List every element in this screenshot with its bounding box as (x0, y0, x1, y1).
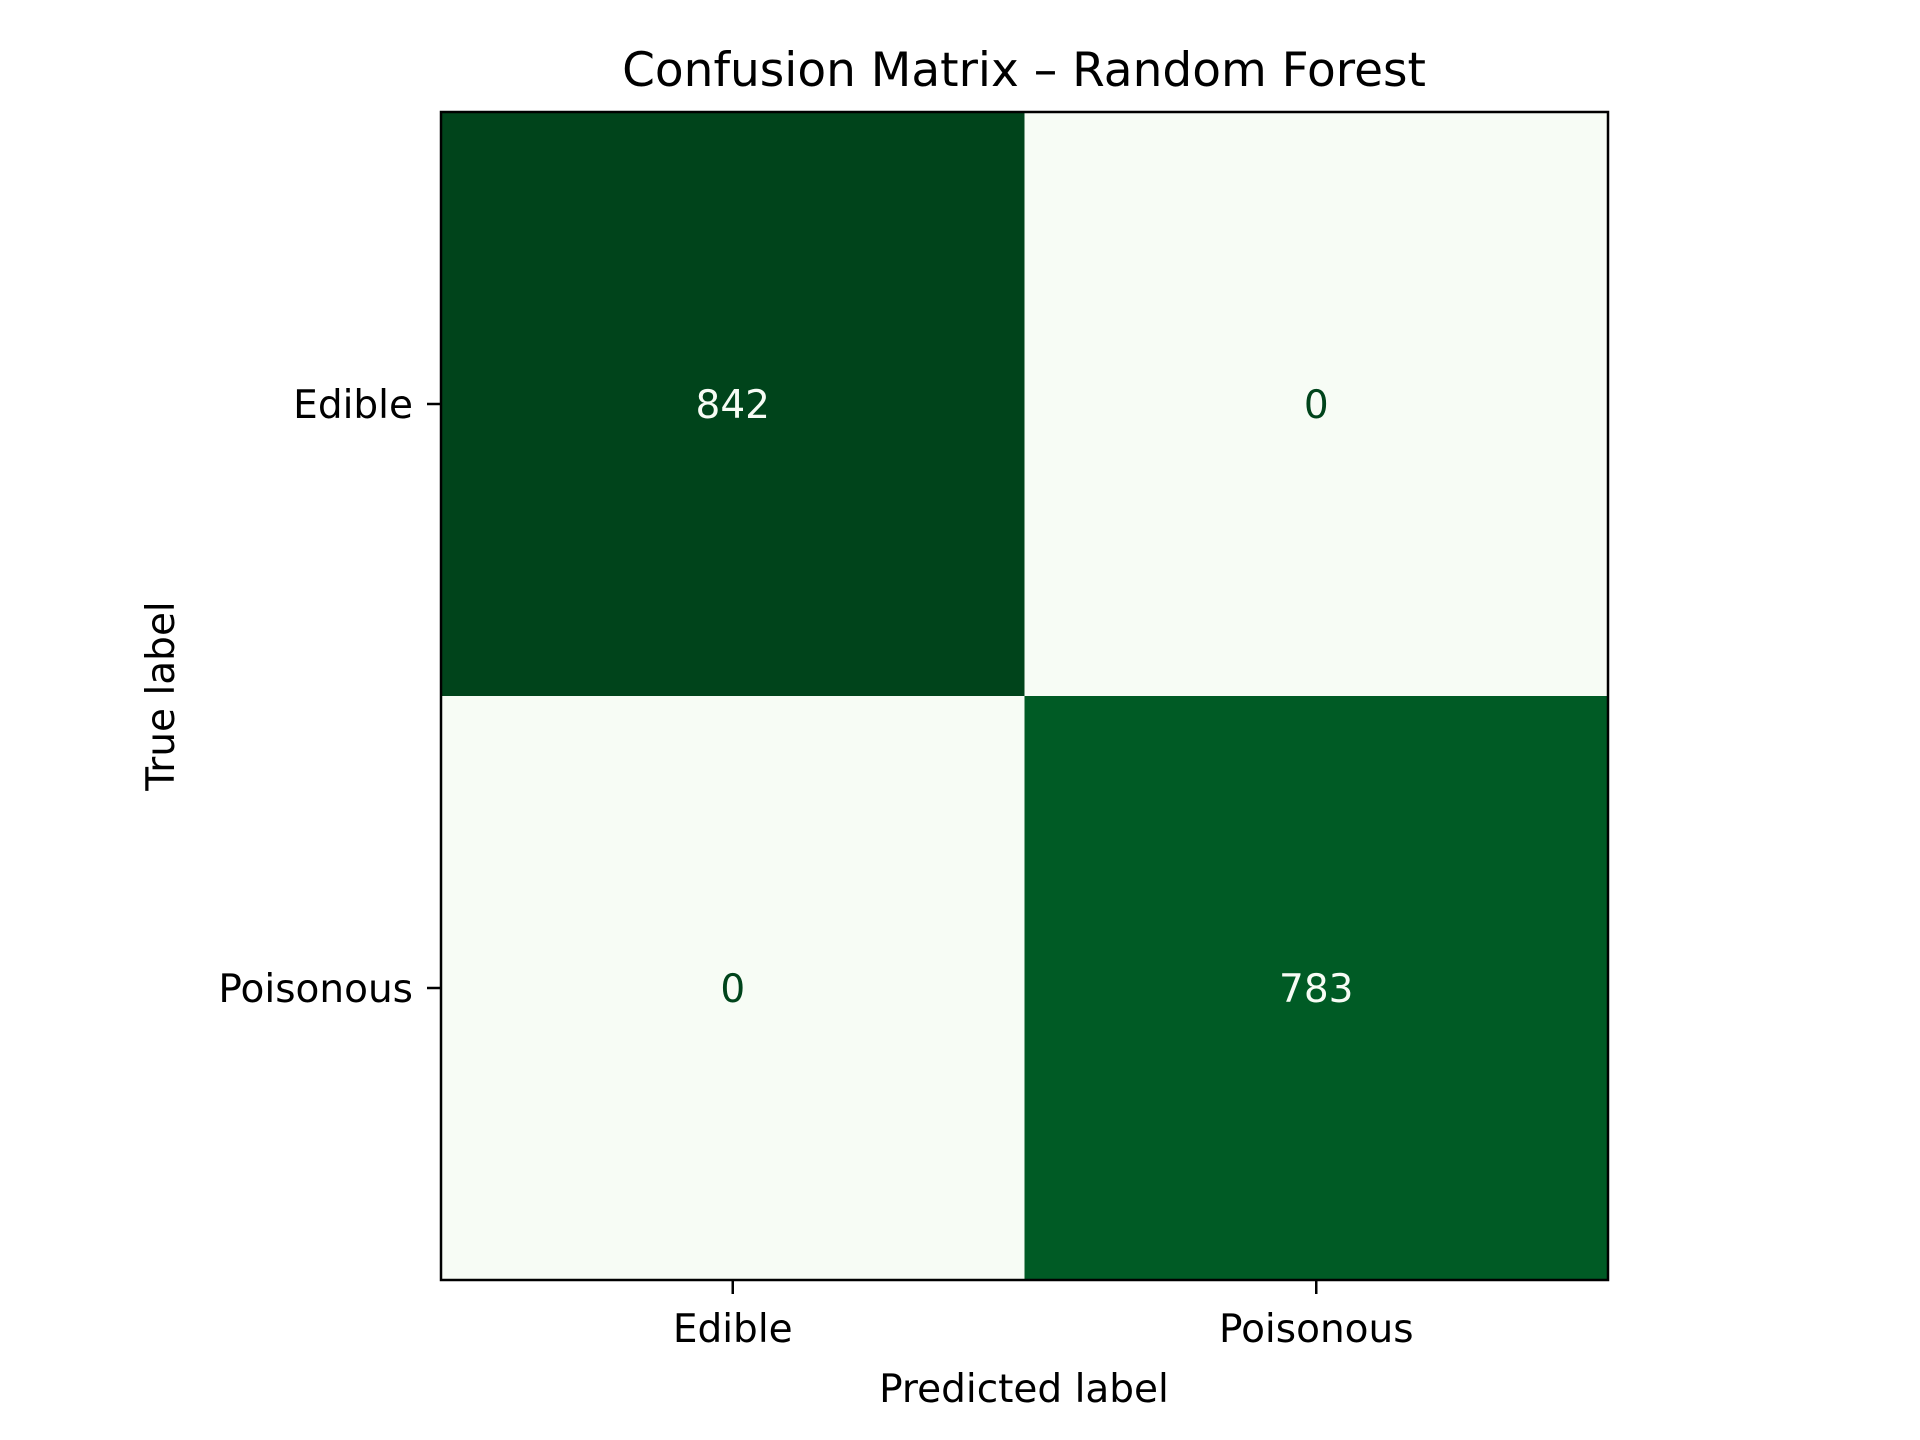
plot-frame (439, 110, 1610, 1282)
cell-value-label-1-1: 783 (1279, 967, 1353, 1012)
heatmap-cell-0-1 (1024, 112, 1609, 697)
y-tick-label-1: Poisonous (218, 967, 413, 1012)
cell-value-label-1-0: 0 (720, 967, 745, 1012)
chart-title: Confusion Matrix – Random Forest (622, 43, 1426, 98)
x-axis-ticks: Edible Poisonous (673, 1280, 1414, 1352)
y-axis-ticks: Edible Poisonous (218, 383, 441, 1012)
cell-value-label-0-1: 0 (1304, 383, 1329, 428)
heatmap-cell-1-1 (1024, 696, 1609, 1281)
heatmap-cell-1-0 (441, 696, 1025, 1281)
cell-value-label-0-0: 842 (696, 383, 770, 428)
x-tick-label-1: Poisonous (1219, 1307, 1414, 1352)
x-axis-label: Predicted label (879, 1367, 1169, 1412)
heatmap-cell-labels: 842 0 0 783 (696, 383, 1354, 1012)
y-tick-label-0: Edible (293, 383, 413, 428)
heatmap-cells (441, 112, 1609, 1281)
x-tick-label-0: Edible (673, 1307, 793, 1352)
heatmap-cell-0-0 (441, 112, 1025, 697)
y-axis-label: True label (139, 601, 184, 792)
